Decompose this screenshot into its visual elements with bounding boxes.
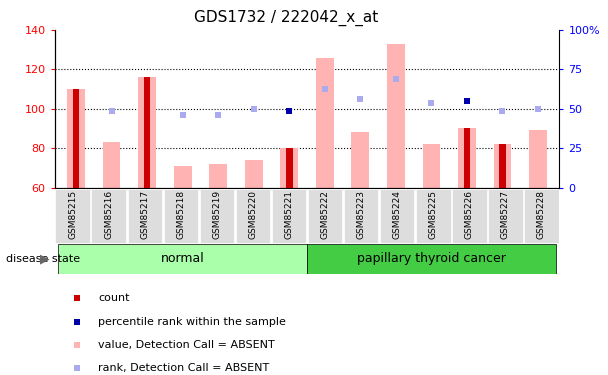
Text: GSM85222: GSM85222 [320, 190, 330, 239]
Bar [91, 189, 126, 243]
Text: GDS1732 / 222042_x_at: GDS1732 / 222042_x_at [193, 9, 378, 26]
Text: percentile rank within the sample: percentile rank within the sample [98, 316, 286, 327]
Bar [488, 189, 523, 243]
Text: GSM85220: GSM85220 [249, 190, 257, 239]
Text: GSM85225: GSM85225 [429, 190, 438, 239]
Bar [67, 89, 85, 188]
Text: value, Detection Call = ABSENT: value, Detection Call = ABSENT [98, 340, 275, 350]
Text: count: count [98, 293, 130, 303]
Text: GSM85223: GSM85223 [357, 190, 365, 239]
Bar [236, 189, 271, 243]
Bar [499, 144, 506, 188]
Bar [423, 144, 440, 188]
Bar [416, 189, 451, 243]
Bar [272, 189, 306, 243]
Bar [164, 189, 198, 243]
Bar [174, 166, 192, 188]
Text: GSM85216: GSM85216 [105, 190, 113, 240]
Bar [316, 58, 334, 188]
Bar [58, 244, 307, 274]
Text: GSM85226: GSM85226 [465, 190, 474, 239]
Text: normal: normal [161, 252, 204, 265]
Bar [308, 189, 342, 243]
Bar [307, 244, 556, 274]
Text: GSM85221: GSM85221 [285, 190, 294, 239]
Bar [143, 77, 151, 188]
Bar [199, 189, 234, 243]
Bar [128, 189, 162, 243]
Bar [73, 89, 80, 188]
Text: GSM85218: GSM85218 [176, 190, 185, 240]
Bar [245, 160, 263, 188]
Bar [463, 128, 471, 188]
Bar [344, 189, 378, 243]
Bar [387, 44, 405, 188]
Text: GSM85217: GSM85217 [140, 190, 150, 240]
Text: ▶: ▶ [40, 252, 50, 265]
Bar [351, 132, 369, 188]
Bar [494, 144, 511, 188]
Bar [103, 142, 120, 188]
Text: GSM85215: GSM85215 [68, 190, 77, 240]
Text: GSM85219: GSM85219 [212, 190, 221, 240]
Bar [524, 189, 559, 243]
Text: GSM85227: GSM85227 [501, 190, 510, 239]
Text: GSM85224: GSM85224 [393, 190, 402, 239]
Bar [458, 128, 476, 188]
Bar [209, 164, 227, 188]
Bar [280, 148, 298, 188]
Text: GSM85228: GSM85228 [537, 190, 546, 239]
Bar [529, 130, 547, 188]
Text: rank, Detection Call = ABSENT: rank, Detection Call = ABSENT [98, 363, 270, 374]
Text: disease state: disease state [6, 254, 80, 264]
Bar [286, 148, 292, 188]
Text: papillary thyroid cancer: papillary thyroid cancer [357, 252, 506, 265]
Bar [380, 189, 415, 243]
Bar [55, 189, 90, 243]
Bar [138, 77, 156, 188]
Bar [452, 189, 486, 243]
